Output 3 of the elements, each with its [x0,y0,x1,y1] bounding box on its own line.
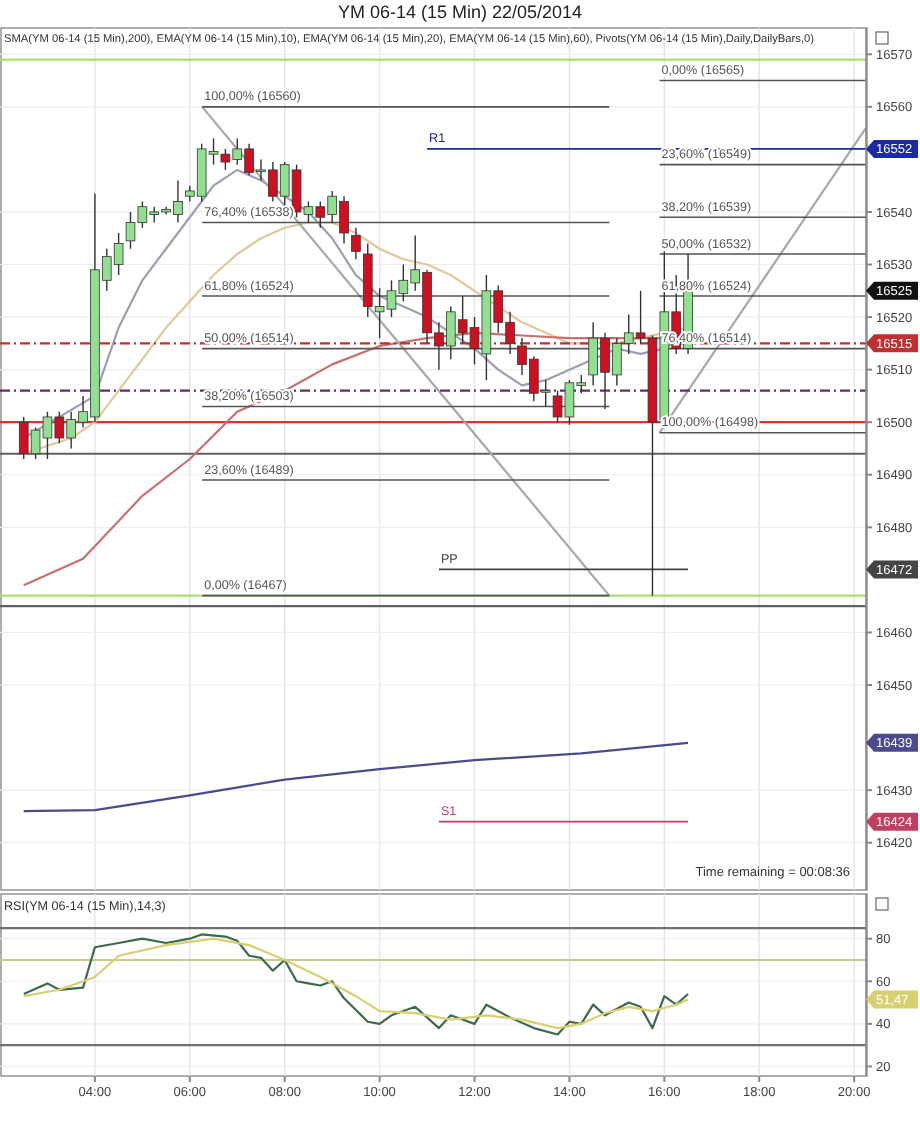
chart-title: YM 06-14 (15 Min) 22/05/2014 [337,2,583,22]
line-series [22,741,690,813]
candlestick [351,227,361,260]
